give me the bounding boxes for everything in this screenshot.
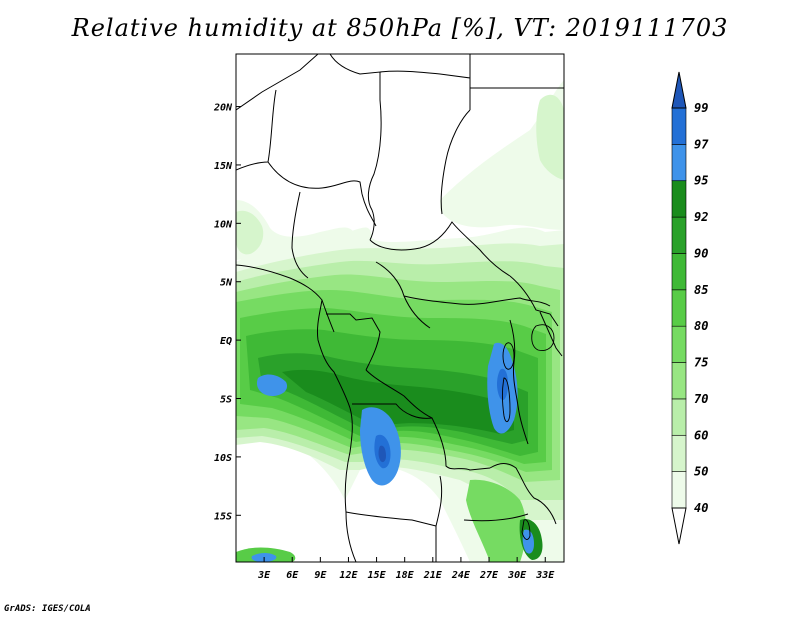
legend-swatch — [671, 325, 687, 363]
lat-tick-label: 5N — [220, 278, 233, 289]
latitude-axis: 20N 15N 10N 5N EQ 5S 10S 15S — [213, 103, 241, 522]
lon-tick-label: 21E — [423, 570, 443, 581]
lon-tick-label: 6E — [286, 570, 299, 581]
legend-swatch — [671, 180, 687, 218]
legend-high-arrow — [671, 71, 687, 109]
lat-tick-label: 5S — [220, 395, 232, 406]
rh-field-40-north — [440, 80, 564, 230]
legend-swatch — [671, 253, 687, 291]
lon-tick-label: 18E — [396, 570, 415, 581]
rh-field-75-south — [466, 479, 527, 562]
lon-tick-label: 27E — [479, 570, 499, 581]
rh-field-95-south — [522, 529, 534, 554]
legend-label: 50 — [694, 465, 708, 479]
lon-tick-label: 3E — [257, 570, 271, 581]
lakes — [502, 324, 555, 540]
lat-tick-label: 10S — [214, 453, 232, 464]
lat-tick-label: 20N — [213, 103, 233, 114]
lat-tick-label: EQ — [220, 336, 232, 347]
rh-field-97-rift — [497, 368, 508, 401]
legend-swatch — [671, 362, 687, 400]
map-frame — [235, 53, 565, 563]
legend-label: 80 — [694, 319, 708, 333]
legend-label: 60 — [694, 428, 708, 442]
legend-label: 90 — [694, 246, 708, 260]
lon-tick-label: 30E — [507, 570, 527, 581]
legend-swatch — [671, 216, 687, 254]
legend-label: 95 — [694, 174, 708, 188]
lon-tick-label: 15E — [368, 570, 387, 581]
lon-tick-label: 24E — [451, 570, 471, 581]
rh-field-50-nw — [236, 210, 264, 255]
longitude-axis: 3E 6E 9E 12E 15E 18E 21E 24E 27E 30E 33E — [257, 557, 555, 581]
rh-field-50-ne — [536, 94, 564, 180]
legend-swatch — [671, 144, 687, 182]
legend-label: 97 — [694, 137, 709, 151]
lat-tick-label: 15S — [214, 511, 232, 522]
legend-label: 70 — [694, 392, 708, 406]
legend-label: 40 — [694, 501, 708, 515]
lat-tick-label: 10N — [214, 219, 233, 230]
legend-low-arrow — [671, 507, 687, 545]
lon-tick-label: 12E — [339, 570, 358, 581]
chart-title: Relative humidity at 850hPa [%], VT: 201… — [71, 14, 729, 42]
legend-swatch — [671, 289, 687, 327]
legend-label: 99 — [694, 101, 708, 115]
legend-label: 75 — [694, 356, 708, 370]
rh-field-40-west — [236, 200, 356, 260]
rh-field-99 — [378, 445, 386, 463]
legend-swatch — [671, 434, 687, 472]
lon-tick-label: 9E — [314, 570, 327, 581]
legend-label: 85 — [694, 283, 708, 297]
legend-swatch — [671, 107, 687, 145]
legend-swatch — [671, 471, 687, 509]
rh-field-92 — [282, 369, 514, 434]
grads-credit: GrADS: IGES/COLA — [4, 604, 91, 614]
legend-swatch — [671, 398, 687, 436]
country-boundaries — [236, 54, 564, 562]
legend-label: 92 — [694, 210, 708, 224]
rh-field-95-west — [256, 374, 288, 396]
lat-tick-label: 15N — [214, 161, 233, 172]
lon-tick-label: 33E — [535, 570, 555, 581]
color-legend: 40 50 60 70 75 80 85 90 92 95 97 99 — [671, 71, 709, 545]
